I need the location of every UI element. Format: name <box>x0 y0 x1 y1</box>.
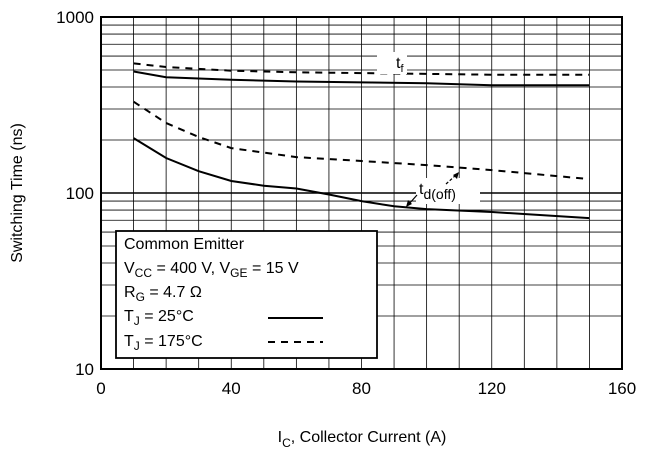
tdoff-main: t <box>419 181 424 198</box>
tdoff-annotation-label: td(off) <box>419 181 456 202</box>
x-tick-label: 80 <box>352 379 371 398</box>
plot-frame <box>100 16 623 370</box>
tdoff-annotation: td(off) <box>406 172 480 207</box>
x-tick-label: 0 <box>96 379 105 398</box>
x-tick-label: 40 <box>222 379 241 398</box>
x-axis-label-sub: C <box>282 436 291 449</box>
x-tick-label: 120 <box>478 379 506 398</box>
series-line-tf_175 <box>133 62 590 76</box>
tf-main: t <box>396 55 401 72</box>
tdoff-arrowhead-down <box>406 200 412 207</box>
legend-title: Common Emitter <box>124 236 245 253</box>
x-tick-label: 160 <box>608 379 636 398</box>
tf-annotation-label: tf <box>396 55 404 75</box>
tf-annotation: tf <box>377 52 407 75</box>
series-line-tf_25 <box>133 70 590 87</box>
tf-annotation-bg <box>377 52 407 74</box>
y-axis-label: Switching Time (ns) <box>9 123 26 263</box>
tf-sub: f <box>400 63 404 75</box>
tdoff-arrowhead-up <box>453 172 459 179</box>
legend-entry-25c: TJ = 25°C <box>124 308 194 328</box>
y-tick-label: 10 <box>75 360 94 379</box>
series-line-td_175 <box>133 100 590 181</box>
tick-labels: 0 40 80 120 160 10 100 1000 <box>56 8 636 398</box>
x-axis-label-rest: , Collector Current (A) <box>291 429 447 446</box>
x-axis-label-main: I <box>278 429 282 446</box>
legend-condition-rg: RG = 4.7 Ω <box>124 284 202 304</box>
legend-condition-voltage: VCC = 400 V, VGE = 15 V <box>124 260 299 280</box>
x-axis-label: IC, Collector Current (A) <box>278 429 447 449</box>
legend: Common Emitter VCC = 400 V, VGE = 15 V R… <box>115 230 378 359</box>
series-line-td_25 <box>133 137 590 220</box>
legend-box <box>115 230 378 359</box>
y-tick-label: 1000 <box>56 8 94 27</box>
y-tick-label: 100 <box>66 184 94 203</box>
tdoff-sub: d(off) <box>423 186 455 202</box>
legend-entry-175c: TJ = 175°C <box>124 333 203 353</box>
tdoff-arrow-up <box>445 174 457 185</box>
series-layer <box>133 62 590 220</box>
